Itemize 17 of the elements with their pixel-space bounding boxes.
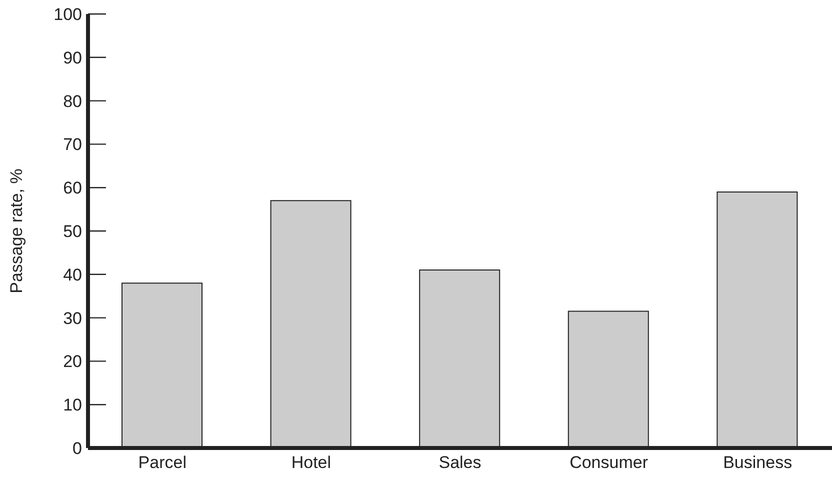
x-tick-label: Business (723, 453, 792, 472)
y-tick-label: 100 (54, 5, 82, 24)
y-tick-label: 50 (63, 222, 82, 242)
y-tick-label: 40 (63, 265, 82, 284)
y-tick-label: 30 (63, 308, 82, 328)
y-tick-label: 20 (63, 352, 82, 372)
y-tick-label: 0 (72, 439, 82, 458)
x-tick-label: Parcel (138, 453, 186, 472)
y-tick-label: 60 (63, 178, 82, 198)
x-tick-label: Consumer (570, 453, 648, 472)
y-tick-label: 80 (63, 92, 82, 111)
y-axis-title: Passage rate, % (7, 168, 26, 294)
y-tick-label: 10 (63, 396, 82, 415)
y-tick-label: 70 (63, 135, 82, 154)
x-tick-label: Hotel (291, 453, 332, 472)
y-tick-label: 90 (63, 48, 82, 68)
x-tick-label: Sales (438, 453, 482, 472)
